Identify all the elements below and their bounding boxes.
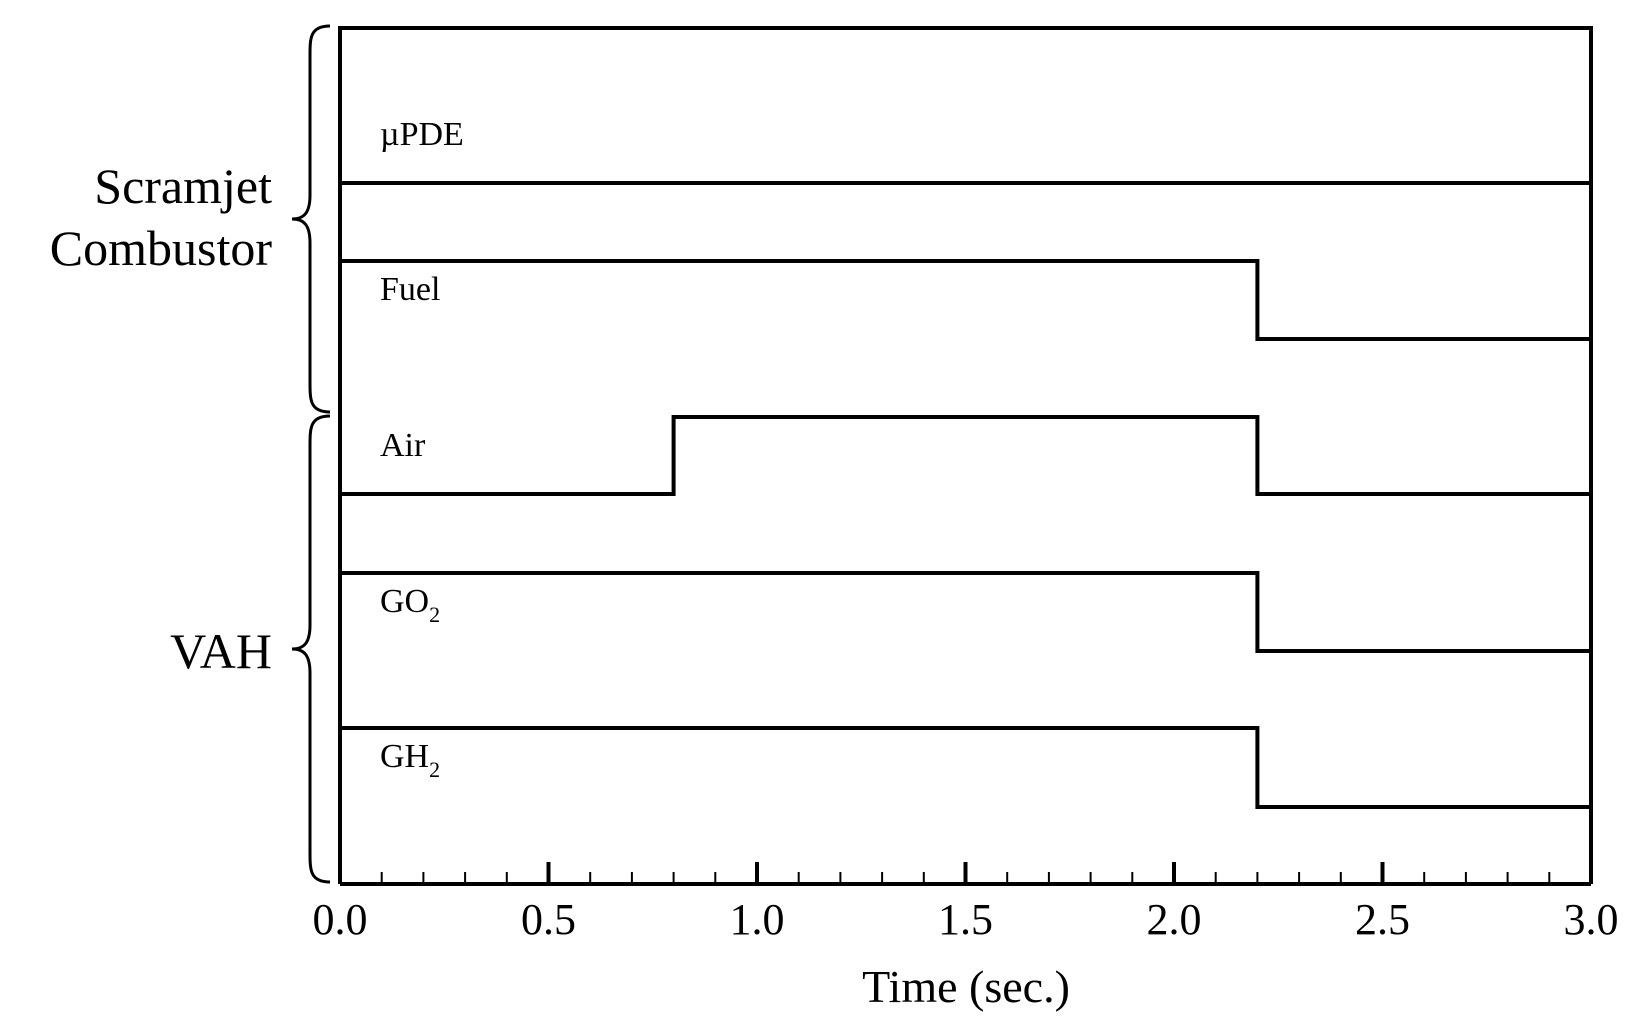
x-tick-label: 1.0 — [730, 895, 785, 944]
series-label: GO2 — [380, 583, 440, 627]
brace-scramjet-combustor — [291, 24, 331, 414]
brace-vah — [291, 414, 331, 884]
x-axis-title: Time (sec.) — [862, 961, 1070, 1012]
group-label-scramjet-combustor: Scramjet — [94, 158, 272, 214]
series-line-fuel — [340, 259, 1591, 341]
group-label-scramjet-combustor: Combustor — [50, 220, 273, 276]
group-label-vah: VAH — [170, 623, 272, 679]
series-label: GH2 — [380, 738, 440, 782]
series-line-gh2 — [340, 726, 1591, 809]
x-tick-label: 2.0 — [1147, 895, 1202, 944]
series-line-go2 — [340, 571, 1591, 653]
series-label: µPDE — [380, 116, 464, 153]
x-tick-label: 3.0 — [1564, 895, 1619, 944]
x-tick-label: 0.0 — [313, 895, 368, 944]
plot-frame — [338, 26, 1593, 884]
x-tick-label: 0.5 — [521, 895, 576, 944]
x-tick-label: 2.5 — [1355, 895, 1410, 944]
series-line-air — [340, 415, 1591, 496]
series-label: Fuel — [380, 271, 440, 308]
series-label: Air — [380, 427, 426, 464]
x-tick-label: 1.5 — [938, 895, 993, 944]
